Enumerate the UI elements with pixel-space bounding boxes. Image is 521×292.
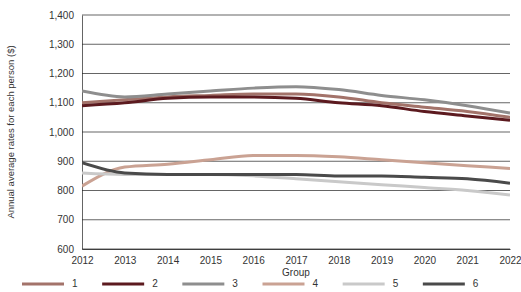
x-tick: 2017: [285, 249, 308, 266]
grid-line: [82, 44, 510, 45]
series-line: [82, 173, 510, 195]
x-tick-label: 2017: [285, 255, 308, 266]
legend: 1 2 3 4 5 6: [22, 278, 479, 289]
grid-line: [82, 219, 510, 220]
x-tick-label: 2013: [114, 255, 137, 266]
x-tick-label: 2021: [457, 255, 480, 266]
x-tick-label: 2012: [71, 255, 94, 266]
legend-swatch: [182, 283, 224, 286]
x-tick-label: 2022: [499, 255, 521, 266]
x-tick: 2021: [457, 249, 480, 266]
legend-label: 3: [232, 278, 238, 289]
plot-area: [82, 87, 510, 195]
y-tick: 700: [57, 214, 82, 225]
grid-line: [82, 249, 510, 250]
y-tick-label: 600: [57, 244, 74, 255]
x-tick: 2022: [499, 249, 521, 266]
y-axis-title: Annual average rates for each person ($): [5, 45, 16, 218]
y-axis-line: [82, 16, 83, 250]
y-tick-label: 1,000: [49, 127, 74, 138]
legend-label: 1: [72, 278, 78, 289]
grid-line: [82, 132, 510, 133]
x-axis-title: Group: [282, 267, 310, 278]
legend-swatch: [102, 283, 144, 286]
grid-line: [82, 15, 510, 16]
y-tick: 900: [57, 156, 82, 167]
y-tick-label: 900: [57, 156, 74, 167]
y-axis: 600 700 800 900 1,000 1,100 1,200 1,300 1,400: [49, 10, 83, 255]
y-tick-label: 1,300: [49, 39, 74, 50]
y-tick: 1,300: [49, 39, 82, 50]
x-tick-label: 2015: [200, 255, 223, 266]
series-line: [82, 155, 510, 186]
x-tick: 2018: [328, 249, 351, 266]
x-tick-label: 2016: [243, 255, 266, 266]
x-tick: 2020: [414, 249, 437, 266]
series-line: [82, 87, 510, 113]
grid-line: [82, 73, 510, 74]
x-tick: 2014: [157, 249, 180, 266]
y-tick-label: 1,100: [49, 97, 74, 108]
legend-label: 4: [313, 278, 319, 289]
grid: [82, 15, 510, 249]
legend-label: 5: [393, 278, 399, 289]
legend-label: 2: [152, 278, 158, 289]
x-tick-label: 2020: [414, 255, 437, 266]
legend-swatch: [423, 283, 465, 286]
y-tick: 1,200: [49, 68, 82, 79]
y-tick-label: 800: [57, 185, 74, 196]
y-tick: 600: [57, 244, 82, 255]
y-tick: 800: [57, 185, 82, 196]
y-tick-label: 1,400: [49, 10, 74, 21]
y-tick-label: 700: [57, 214, 74, 225]
y-tick: 1,000: [49, 127, 82, 138]
y-tick: 1,400: [49, 10, 82, 21]
legend-swatch: [343, 283, 385, 286]
x-tick: 2013: [114, 249, 137, 266]
x-tick: 2015: [200, 249, 223, 266]
legend-swatch: [22, 283, 64, 286]
chart: 600 700 800 900 1,000 1,100 1,200 1,300 1,400 201…: [0, 0, 521, 292]
legend-swatch: [263, 283, 305, 286]
y-tick-label: 1,200: [49, 68, 74, 79]
x-tick-label: 2019: [371, 255, 394, 266]
series-line: [82, 163, 510, 183]
x-tick-label: 2014: [157, 255, 180, 266]
series-line: [82, 97, 510, 120]
x-axis-line: [83, 249, 511, 250]
x-tick: 2019: [371, 249, 394, 266]
x-tick: 2016: [243, 249, 266, 266]
x-axis: 2012 2013 2014 2015 2016 2017 2018 2019 2020 2021…: [71, 249, 521, 266]
grid-line: [82, 161, 510, 162]
legend-label: 6: [473, 278, 479, 289]
x-tick: 2012: [71, 249, 94, 266]
y-tick: 1,100: [49, 97, 82, 108]
x-tick-label: 2018: [328, 255, 351, 266]
